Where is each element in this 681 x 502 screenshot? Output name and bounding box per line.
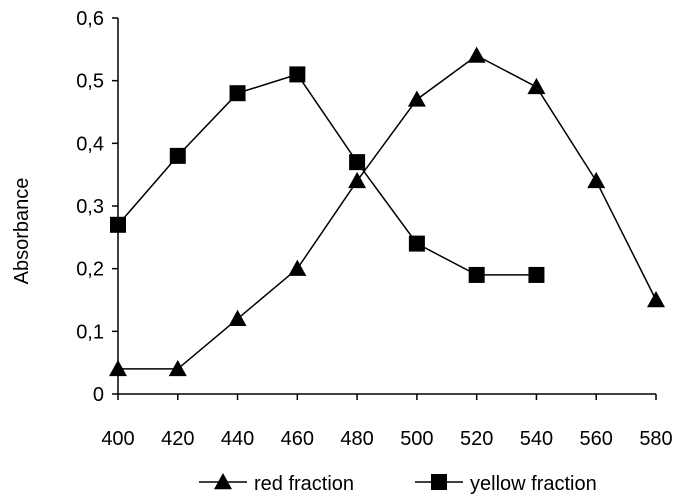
legend-square-marker <box>431 474 447 490</box>
legend-label: red fraction <box>254 473 354 495</box>
triangle-data-point <box>407 90 426 107</box>
x-tick-label: 440 <box>221 428 254 450</box>
legend-item: yellow fraction <box>415 473 597 495</box>
series-red-fraction <box>109 46 665 377</box>
x-tick-label: 480 <box>340 428 373 450</box>
y-tick-label: 0,6 <box>76 8 104 30</box>
x-axis-ticks: 400 420 440 460 480 500 520 540 560 580 <box>101 394 673 450</box>
axes <box>117 18 656 395</box>
y-tick-label: 0,2 <box>76 259 104 281</box>
y-tick-label: 0,1 <box>76 321 104 343</box>
x-tick-label: 520 <box>460 428 493 450</box>
series-yellow-fraction <box>110 66 545 283</box>
series-line <box>117 73 537 276</box>
square-data-point <box>468 266 485 283</box>
x-tick-label: 500 <box>400 428 433 450</box>
triangle-data-point <box>467 46 486 63</box>
triangle-data-point <box>587 171 606 189</box>
y-tick-label: 0 <box>93 384 104 406</box>
square-data-point <box>229 85 246 102</box>
triangle-data-point <box>348 171 367 189</box>
triangle-data-point <box>527 77 546 95</box>
x-tick-label: 540 <box>520 428 553 450</box>
square-data-point <box>349 154 366 171</box>
x-tick-label: 400 <box>101 428 134 450</box>
y-tick-label: 0,5 <box>76 71 104 93</box>
series-line <box>118 54 657 370</box>
legend-label: yellow fraction <box>470 473 597 495</box>
square-data-point <box>408 235 425 252</box>
square-data-point <box>110 216 126 233</box>
series-layer <box>109 46 665 377</box>
triangle-data-point <box>168 359 187 377</box>
triangle-data-point <box>647 291 665 308</box>
legend-item: red fraction <box>199 473 354 495</box>
y-tick-label: 0,4 <box>76 133 104 155</box>
x-tick-label: 460 <box>281 428 314 450</box>
y-axis-ticks: 0 0,1 0,2 0,3 0,4 0,5 0,6 <box>76 8 118 406</box>
x-tick-label: 580 <box>639 428 672 450</box>
square-data-point <box>169 147 186 164</box>
legend-triangle-marker <box>214 473 232 490</box>
y-tick-label: 0,3 <box>76 196 104 218</box>
triangle-data-point <box>288 259 307 276</box>
triangle-data-point <box>228 309 247 326</box>
x-tick-label: 560 <box>580 428 613 450</box>
y-axis-label: Absorbance <box>11 178 33 285</box>
legend: red fraction yellow fraction <box>199 473 597 495</box>
square-data-point <box>289 66 306 83</box>
triangle-data-point <box>109 359 127 377</box>
x-tick-label: 420 <box>161 428 194 450</box>
square-data-point <box>528 266 545 283</box>
